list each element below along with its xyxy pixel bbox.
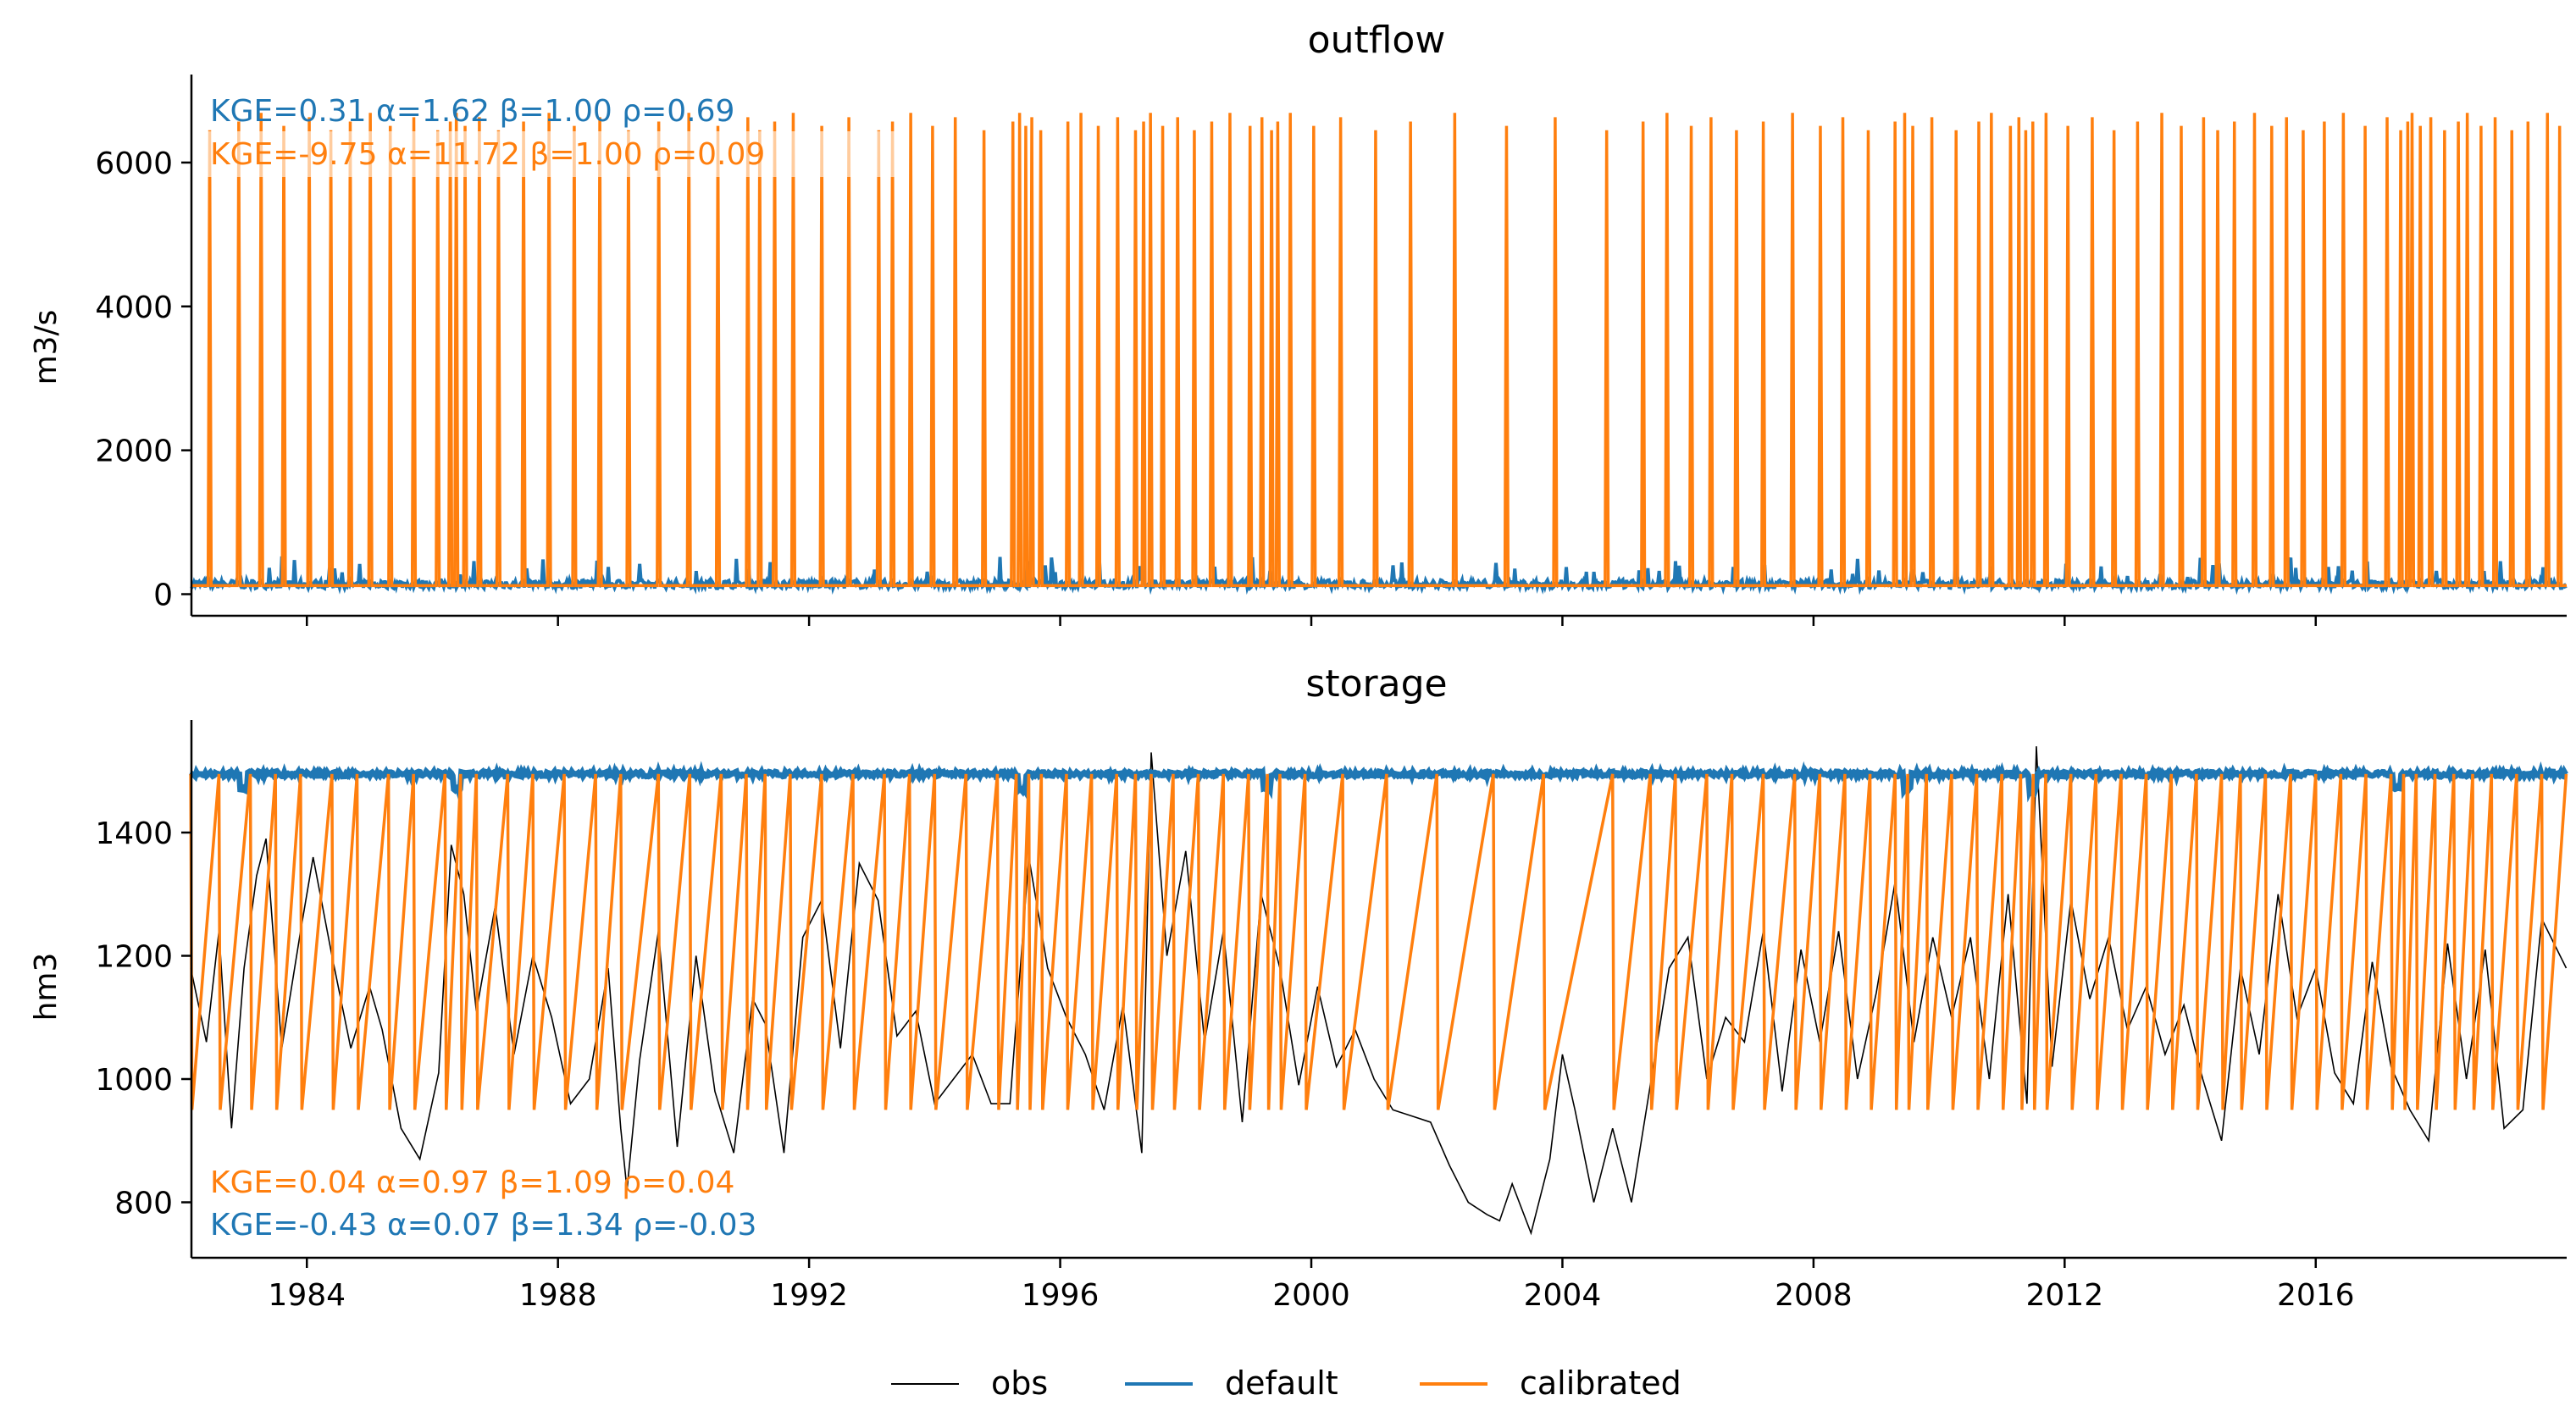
- y-tick-label: 800: [114, 1187, 173, 1221]
- outflow-title: outflow: [1308, 19, 1446, 62]
- x-tick-label: 2004: [1524, 1278, 1602, 1313]
- y-tick-label: 1400: [95, 816, 173, 851]
- series-calibrated-outflow: [191, 113, 2567, 588]
- x-tick-label: 1992: [770, 1278, 848, 1313]
- y-tick-label: 2000: [95, 434, 173, 469]
- outflow-annotation-default: KGE=0.31 α=1.62 β=1.00 ρ=0.69: [210, 94, 734, 129]
- outflow-annotation-calibrated-box: [205, 131, 901, 177]
- x-tick-label: 2000: [1272, 1278, 1350, 1313]
- outflow-panel: outflow m3/s 0 2000 4000 6000 KGE=0.31 α=1.…: [29, 19, 2568, 626]
- outflow-annotation-calibrated: KGE=-9.75 α=11.72 β=1.00 ρ=0.09: [210, 137, 765, 172]
- legend: obs default calibrated: [891, 1364, 1681, 1402]
- x-tick-label: 1996: [1022, 1278, 1100, 1313]
- outflow-ylabel: m3/s: [29, 310, 64, 385]
- x-tick-label: 1984: [268, 1278, 346, 1313]
- x-tick-label: 2016: [2277, 1278, 2355, 1313]
- series-obs-storage: [190, 746, 2568, 1236]
- storage-title: storage: [1305, 662, 1447, 706]
- x-tick-label: 1988: [519, 1278, 597, 1313]
- y-tick-label: 1200: [95, 939, 173, 974]
- series-default-storage: [188, 761, 2568, 803]
- y-tick-label: 6000: [95, 147, 173, 181]
- outflow-axes: 0 2000 4000 6000: [95, 75, 2567, 626]
- y-tick-label: 0: [153, 578, 173, 613]
- y-tick-label: 1000: [95, 1063, 173, 1098]
- storage-panel: storage hm3 800 1000 1200 1400 1984 1988 1992 1…: [29, 662, 2568, 1313]
- legend-calibrated-label: calibrated: [1520, 1364, 1681, 1402]
- y-tick-label: 4000: [95, 291, 173, 325]
- storage-axes: 800 1000 1200 1400 1984 1988 1992 1996 2000 2004 2…: [95, 720, 2567, 1313]
- x-tick-label: 2008: [1775, 1278, 1853, 1313]
- legend-default-label: default: [1225, 1364, 1338, 1402]
- outflow-series-group: [190, 113, 2568, 595]
- storage-series-group: [188, 746, 2568, 1236]
- legend-obs-label: obs: [991, 1364, 1048, 1402]
- storage-ylabel: hm3: [29, 953, 64, 1021]
- storage-annotation-calibrated: KGE=0.04 α=0.97 β=1.09 ρ=0.04: [210, 1165, 734, 1200]
- x-tick-label: 2012: [2026, 1278, 2104, 1313]
- series-calibrated-storage: [189, 773, 2568, 1110]
- storage-annotation-default: KGE=-0.43 α=0.07 β=1.34 ρ=-0.03: [210, 1208, 756, 1243]
